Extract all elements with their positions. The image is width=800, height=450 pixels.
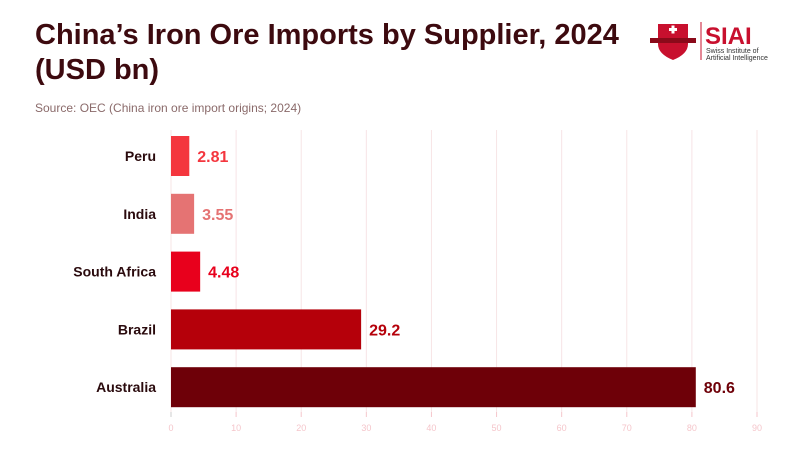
siai-logo: SIAI Swiss Institute of Artificial Intel…	[648, 20, 778, 62]
bar-australia	[171, 367, 696, 408]
x-tick-label: 80	[687, 423, 697, 433]
data-label: 80.6	[704, 380, 735, 397]
chart-source: Source: OEC (China iron ore import origi…	[35, 101, 302, 115]
svg-text:Swiss Institute of: Swiss Institute of	[706, 48, 759, 55]
x-tick-label: 70	[622, 423, 632, 433]
x-tick-label: 90	[752, 423, 762, 433]
x-tick-label: 50	[492, 423, 502, 433]
svg-text:Artificial Intelligence: Artificial Intelligence	[706, 55, 768, 62]
x-tick-label: 0	[168, 423, 173, 433]
data-label: 2.81	[197, 149, 228, 166]
data-label: 3.55	[202, 207, 233, 224]
bar-india	[171, 193, 195, 234]
x-tick-label: 40	[426, 423, 436, 433]
x-tick-label: 20	[296, 423, 306, 433]
x-tick-label: 30	[361, 423, 371, 433]
x-tick-label: 10	[231, 423, 241, 433]
x-tick-label: 60	[557, 423, 567, 433]
svg-text:SIAI: SIAI	[705, 23, 752, 50]
category-label: Australia	[96, 379, 156, 395]
chart-title: China’s Iron Ore Imports by Supplier, 20…	[35, 19, 619, 86]
bar-brazil	[171, 309, 362, 350]
data-label: 4.48	[208, 265, 239, 282]
category-label: India	[123, 206, 156, 222]
bar-peru	[171, 136, 190, 176]
category-label: South Africa	[73, 264, 156, 280]
category-label: Peru	[125, 148, 156, 164]
data-label: 29.2	[369, 322, 400, 339]
category-label: Brazil	[118, 321, 156, 337]
bar-south-africa	[171, 251, 201, 292]
